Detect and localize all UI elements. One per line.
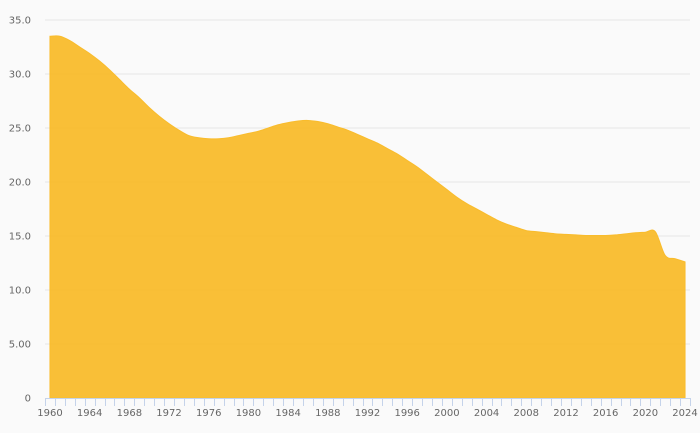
area-fill <box>49 35 686 399</box>
x-tick-label: 1996 <box>394 408 419 419</box>
x-tick-label: 2024 <box>672 408 697 419</box>
y-tick-label: 25.0 <box>9 124 31 135</box>
x-tick-label: 1976 <box>196 408 221 419</box>
y-tick-label: 20.0 <box>9 178 31 189</box>
x-tick-label: 1960 <box>37 408 62 419</box>
x-axis: 1960 1964 1968 1972 1976 1980 1984 1988 1992 1996… <box>37 398 698 419</box>
y-tick-label: 35.0 <box>9 16 31 27</box>
area-series <box>49 35 686 399</box>
x-tick-label: 2012 <box>553 408 578 419</box>
x-tick-label: 1964 <box>77 408 102 419</box>
x-tick-label: 2016 <box>593 408 618 419</box>
x-tick-label: 2008 <box>514 408 539 419</box>
x-tick-label: 1972 <box>156 408 181 419</box>
x-tick-label: 1980 <box>236 408 261 419</box>
x-tick-label: 2020 <box>633 408 658 419</box>
y-tick-label: 5.00 <box>9 340 31 351</box>
y-tick-label: 0 <box>25 394 31 405</box>
x-tick-label: 1988 <box>315 408 340 419</box>
x-tick-label: 2004 <box>474 408 499 419</box>
y-tick-label: 15.0 <box>9 232 31 243</box>
x-tick-label: 1984 <box>275 408 300 419</box>
x-tick-label: 2000 <box>434 408 459 419</box>
y-tick-label: 30.0 <box>9 70 31 81</box>
y-tick-label: 10.0 <box>9 286 31 297</box>
y-axis: 0 5.00 10.0 15.0 20.0 25.0 30.0 35.0 <box>9 16 31 405</box>
x-tick-label: 1968 <box>117 408 142 419</box>
x-tick-label: 1992 <box>355 408 380 419</box>
